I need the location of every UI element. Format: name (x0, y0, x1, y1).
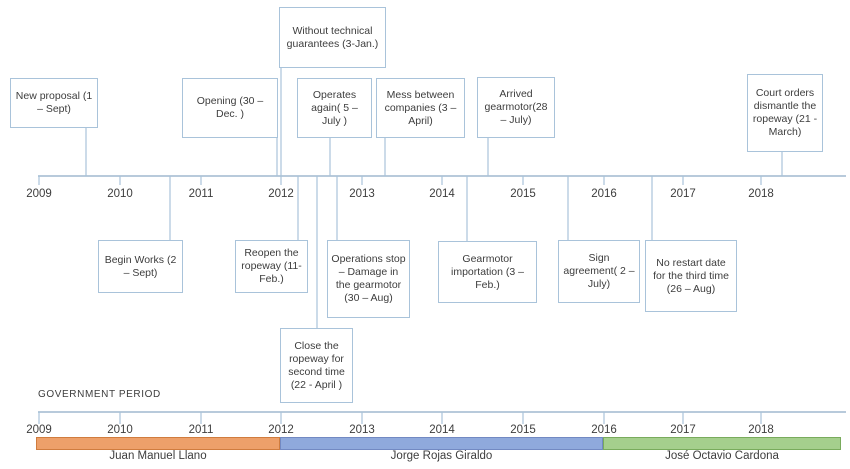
event-box: Opening (30 – Dec. ) (182, 78, 278, 138)
government-year-label: 2013 (349, 424, 375, 436)
event-box: Arrived gearmotor(28 – July) (477, 77, 555, 138)
government-year-label: 2010 (107, 424, 133, 436)
main-year-label: 2011 (188, 188, 214, 200)
event-box: Reopen the ropeway (11- Feb.) (235, 240, 308, 293)
government-year-label: 2014 (429, 424, 455, 436)
event-box: No restart date for the third time (26 –… (645, 240, 737, 312)
main-year-label: 2012 (268, 188, 294, 200)
government-leader-name: Jorge Rojas Giraldo (390, 450, 493, 462)
main-year-label: 2013 (349, 188, 375, 200)
government-leader-name: José Octavio Cardona (665, 450, 779, 462)
main-year-label: 2010 (107, 188, 133, 200)
government-year-label: 2011 (188, 424, 214, 436)
event-box: Operations stop – Damage in the gearmoto… (327, 240, 410, 318)
main-year-label: 2014 (429, 188, 455, 200)
government-year-label: 2009 (26, 424, 52, 436)
event-box: Gearmotor importation (3 – Feb.) (438, 241, 537, 303)
main-year-label: 2017 (670, 188, 696, 200)
government-period-bar (36, 437, 280, 450)
event-box: Operates again( 5 – July ) (297, 78, 372, 138)
main-year-label: 2016 (591, 188, 617, 200)
main-year-label: 2015 (510, 188, 536, 200)
event-box: Court orders dismantle the ropeway (21 -… (747, 74, 823, 152)
main-year-label: 2018 (748, 188, 774, 200)
event-box: Mess between companies (3 – April) (376, 78, 465, 138)
government-year-label: 2012 (268, 424, 294, 436)
event-box: New proposal (1 – Sept) (10, 78, 98, 128)
event-box: Begin Works (2 – Sept) (98, 240, 183, 293)
government-leader-name: Juan Manuel Llano (109, 450, 207, 462)
event-box: Close the ropeway for second time (22 - … (280, 328, 353, 403)
main-year-label: 2009 (26, 188, 52, 200)
government-period-title: GOVERNMENT PERIOD (38, 389, 161, 400)
government-period-bar (280, 437, 603, 450)
government-year-label: 2016 (591, 424, 617, 436)
government-year-label: 2015 (510, 424, 536, 436)
government-year-label: 2017 (670, 424, 696, 436)
event-box: Without technical guarantees (3-Jan.) (279, 7, 386, 68)
government-period-bar (603, 437, 841, 450)
event-box: Sign agreement( 2 – July) (558, 240, 640, 303)
government-year-label: 2018 (748, 424, 774, 436)
